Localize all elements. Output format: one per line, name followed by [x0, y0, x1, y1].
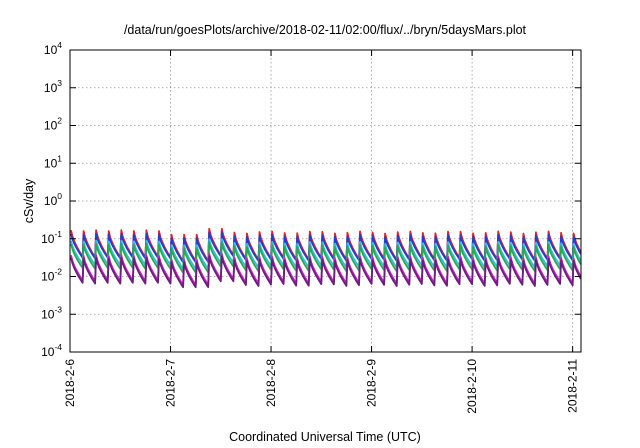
x-tick-label: 2018-2-8 [264, 359, 278, 407]
series-line [70, 231, 582, 264]
series-line [70, 241, 582, 274]
series-line [70, 238, 582, 270]
y-tick-label: 10-4 [41, 342, 62, 359]
series-group [70, 227, 582, 289]
y-tick-label: 10-2 [41, 267, 62, 284]
y-tick-label: 10-1 [41, 229, 62, 246]
y-tick-label: 101 [44, 153, 62, 170]
y-axis-label: cSv/day [22, 178, 36, 223]
x-tick-label: 2018-2-6 [63, 359, 77, 407]
x-axis-ticks: 2018-2-6 2018-2-7 2018-2-8 2018-2-9 2018-2-1… [63, 50, 580, 414]
y-axis-ticks: 104 103 102 101 100 10-1 10-2 10-3 10-4 [41, 40, 581, 359]
x-tick-label: 2018-2-9 [365, 359, 379, 407]
x-tick-label: 2018-2-7 [164, 359, 178, 407]
series-line [70, 255, 582, 289]
x-axis-label: Coordinated Universal Time (UTC) [229, 430, 421, 444]
y-tick-label: 103 [44, 78, 62, 95]
x-tick-label: 2018-2-11 [566, 359, 580, 413]
chart-title: /data/run/goesPlots/archive/2018-02-11/0… [124, 23, 527, 37]
grid [70, 50, 581, 352]
y-tick-label: 10-3 [41, 304, 62, 321]
y-tick-label: 100 [44, 191, 62, 208]
y-tick-label: 102 [44, 116, 62, 133]
x-tick-label: 2018-2-10 [465, 359, 479, 414]
y-tick-label: 104 [44, 40, 62, 57]
series-line [70, 252, 582, 286]
